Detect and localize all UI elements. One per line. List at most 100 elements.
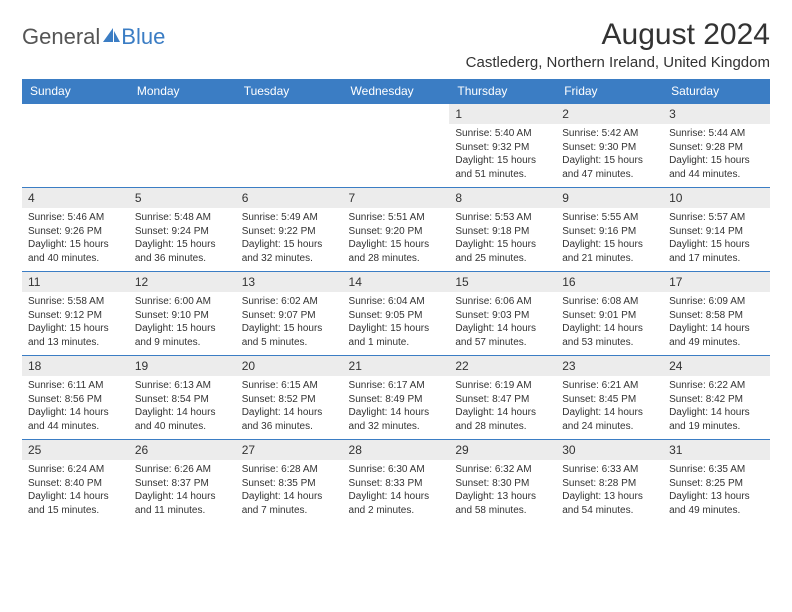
calendar-cell: 14Sunrise: 6:04 AMSunset: 9:05 PMDayligh… xyxy=(343,272,450,356)
day-number-empty xyxy=(343,104,450,124)
sunrise-line: Sunrise: 6:11 AM xyxy=(28,379,123,393)
brand-text-1: General xyxy=(22,24,100,50)
sunrise-line: Sunrise: 5:48 AM xyxy=(135,211,230,225)
day-number: 2 xyxy=(556,104,663,124)
day-number-empty xyxy=(129,104,236,124)
calendar-cell: 8Sunrise: 5:53 AMSunset: 9:18 PMDaylight… xyxy=(449,188,556,272)
sunrise-line: Sunrise: 6:19 AM xyxy=(455,379,550,393)
daylight-line: Daylight: 14 hours and 53 minutes. xyxy=(562,322,657,349)
day-details: Sunrise: 5:55 AMSunset: 9:16 PMDaylight:… xyxy=(556,208,663,271)
title-block: August 2024 Castlederg, Northern Ireland… xyxy=(466,18,770,71)
day-number: 30 xyxy=(556,440,663,460)
day-number: 7 xyxy=(343,188,450,208)
daylight-line: Daylight: 15 hours and 40 minutes. xyxy=(28,238,123,265)
sunrise-line: Sunrise: 6:02 AM xyxy=(242,295,337,309)
sunset-line: Sunset: 9:03 PM xyxy=(455,309,550,323)
calendar-cell: 6Sunrise: 5:49 AMSunset: 9:22 PMDaylight… xyxy=(236,188,343,272)
day-number: 20 xyxy=(236,356,343,376)
calendar-cell: 22Sunrise: 6:19 AMSunset: 8:47 PMDayligh… xyxy=(449,356,556,440)
day-header: Sunday xyxy=(22,79,129,104)
day-number: 6 xyxy=(236,188,343,208)
calendar-cell xyxy=(129,104,236,188)
sunrise-line: Sunrise: 6:35 AM xyxy=(669,463,764,477)
sunset-line: Sunset: 8:33 PM xyxy=(349,477,444,491)
day-details: Sunrise: 6:35 AMSunset: 8:25 PMDaylight:… xyxy=(663,460,770,523)
calendar-cell: 19Sunrise: 6:13 AMSunset: 8:54 PMDayligh… xyxy=(129,356,236,440)
sunset-line: Sunset: 9:18 PM xyxy=(455,225,550,239)
sunset-line: Sunset: 8:37 PM xyxy=(135,477,230,491)
day-details: Sunrise: 6:11 AMSunset: 8:56 PMDaylight:… xyxy=(22,376,129,439)
calendar-row: 4 Sunrise: 5:46 AMSunset: 9:26 PMDaylight… xyxy=(22,188,770,272)
sunset-line: Sunset: 9:22 PM xyxy=(242,225,337,239)
calendar-cell: 16Sunrise: 6:08 AMSunset: 9:01 PMDayligh… xyxy=(556,272,663,356)
calendar-cell: 10Sunrise: 5:57 AMSunset: 9:14 PMDayligh… xyxy=(663,188,770,272)
sunset-line: Sunset: 8:52 PM xyxy=(242,393,337,407)
sunrise-line: Sunrise: 5:42 AM xyxy=(562,127,657,141)
sunrise-line: Sunrise: 5:46 AM xyxy=(28,211,123,225)
daylight-line: Daylight: 15 hours and 51 minutes. xyxy=(455,154,550,181)
daylight-line: Daylight: 15 hours and 44 minutes. xyxy=(669,154,764,181)
day-header: Tuesday xyxy=(236,79,343,104)
day-number: 10 xyxy=(663,188,770,208)
sunrise-line: Sunrise: 5:58 AM xyxy=(28,295,123,309)
day-details: Sunrise: 5:49 AMSunset: 9:22 PMDaylight:… xyxy=(236,208,343,271)
sunset-line: Sunset: 8:45 PM xyxy=(562,393,657,407)
day-details: Sunrise: 6:08 AMSunset: 9:01 PMDaylight:… xyxy=(556,292,663,355)
calendar-page: General Blue August 2024 Castlederg, Nor… xyxy=(0,0,792,541)
daylight-line: Daylight: 15 hours and 9 minutes. xyxy=(135,322,230,349)
daylight-line: Daylight: 14 hours and 19 minutes. xyxy=(669,406,764,433)
calendar-cell: 31Sunrise: 6:35 AMSunset: 8:25 PMDayligh… xyxy=(663,440,770,524)
day-number: 21 xyxy=(343,356,450,376)
day-header: Friday xyxy=(556,79,663,104)
daylight-line: Daylight: 15 hours and 13 minutes. xyxy=(28,322,123,349)
calendar-cell: 2Sunrise: 5:42 AMSunset: 9:30 PMDaylight… xyxy=(556,104,663,188)
daylight-line: Daylight: 14 hours and 24 minutes. xyxy=(562,406,657,433)
day-number: 27 xyxy=(236,440,343,460)
day-number: 13 xyxy=(236,272,343,292)
sunrise-line: Sunrise: 6:13 AM xyxy=(135,379,230,393)
day-details: Sunrise: 6:06 AMSunset: 9:03 PMDaylight:… xyxy=(449,292,556,355)
calendar-row: 18Sunrise: 6:11 AMSunset: 8:56 PMDayligh… xyxy=(22,356,770,440)
sunrise-line: Sunrise: 6:00 AM xyxy=(135,295,230,309)
day-details: Sunrise: 6:00 AMSunset: 9:10 PMDaylight:… xyxy=(129,292,236,355)
daylight-line: Daylight: 14 hours and 28 minutes. xyxy=(455,406,550,433)
sunrise-line: Sunrise: 6:28 AM xyxy=(242,463,337,477)
day-number: 23 xyxy=(556,356,663,376)
day-number: 4 xyxy=(22,188,129,208)
calendar-cell xyxy=(236,104,343,188)
day-details: Sunrise: 5:57 AMSunset: 9:14 PMDaylight:… xyxy=(663,208,770,271)
sunset-line: Sunset: 9:26 PM xyxy=(28,225,123,239)
brand-logo: General Blue xyxy=(22,18,165,50)
brand-text-2: Blue xyxy=(121,24,165,50)
daylight-line: Daylight: 14 hours and 36 minutes. xyxy=(242,406,337,433)
calendar-cell: 26Sunrise: 6:26 AMSunset: 8:37 PMDayligh… xyxy=(129,440,236,524)
sunrise-line: Sunrise: 5:57 AM xyxy=(669,211,764,225)
daylight-line: Daylight: 13 hours and 49 minutes. xyxy=(669,490,764,517)
day-details: Sunrise: 6:19 AMSunset: 8:47 PMDaylight:… xyxy=(449,376,556,439)
day-number: 1 xyxy=(449,104,556,124)
sunrise-line: Sunrise: 6:32 AM xyxy=(455,463,550,477)
sunrise-line: Sunrise: 6:15 AM xyxy=(242,379,337,393)
location-text: Castlederg, Northern Ireland, United Kin… xyxy=(466,54,770,71)
sunset-line: Sunset: 8:42 PM xyxy=(669,393,764,407)
sunset-line: Sunset: 8:40 PM xyxy=(28,477,123,491)
sunset-line: Sunset: 8:56 PM xyxy=(28,393,123,407)
day-number: 25 xyxy=(22,440,129,460)
calendar-cell: 28Sunrise: 6:30 AMSunset: 8:33 PMDayligh… xyxy=(343,440,450,524)
sunrise-line: Sunrise: 6:30 AM xyxy=(349,463,444,477)
calendar-row: 11Sunrise: 5:58 AMSunset: 9:12 PMDayligh… xyxy=(22,272,770,356)
day-header: Monday xyxy=(129,79,236,104)
day-number-empty xyxy=(22,104,129,124)
sunset-line: Sunset: 9:30 PM xyxy=(562,141,657,155)
day-details: Sunrise: 6:21 AMSunset: 8:45 PMDaylight:… xyxy=(556,376,663,439)
day-number: 28 xyxy=(343,440,450,460)
daylight-line: Daylight: 14 hours and 57 minutes. xyxy=(455,322,550,349)
calendar-cell: 23Sunrise: 6:21 AMSunset: 8:45 PMDayligh… xyxy=(556,356,663,440)
sunrise-line: Sunrise: 6:06 AM xyxy=(455,295,550,309)
day-number: 19 xyxy=(129,356,236,376)
sunset-line: Sunset: 9:28 PM xyxy=(669,141,764,155)
calendar-cell: 24Sunrise: 6:22 AMSunset: 8:42 PMDayligh… xyxy=(663,356,770,440)
calendar-cell: 5Sunrise: 5:48 AMSunset: 9:24 PMDaylight… xyxy=(129,188,236,272)
sunrise-line: Sunrise: 6:33 AM xyxy=(562,463,657,477)
day-details: Sunrise: 6:15 AMSunset: 8:52 PMDaylight:… xyxy=(236,376,343,439)
